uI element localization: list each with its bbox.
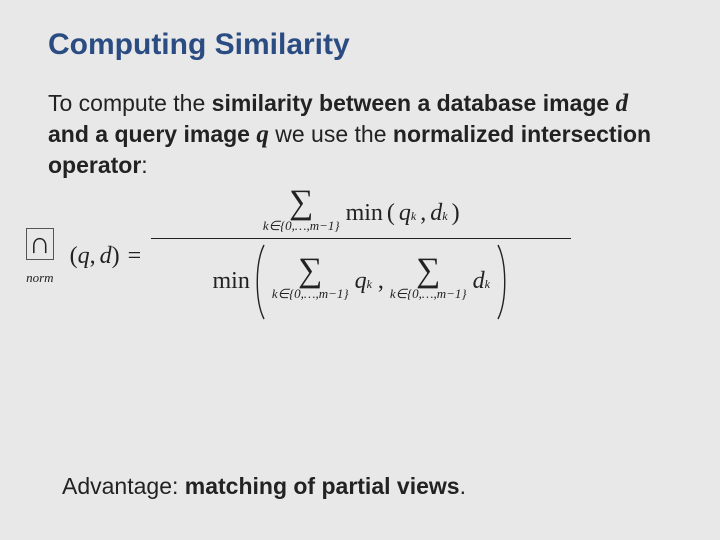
sum-sub: k∈{0,…,m−1} — [272, 286, 349, 302]
big-rparen-icon — [494, 243, 510, 321]
norm-sub: norm — [26, 270, 53, 286]
term-qk: qk — [399, 200, 416, 227]
body-text-plain: To compute the — [48, 90, 212, 116]
var-q: q — [256, 121, 269, 148]
sum-block: ∑ k∈{0,…,m−1} — [390, 261, 467, 301]
formula: ∩ norm ( q , d ) = ∑ k∈{0,…,m−1} min ( q… — [26, 193, 672, 320]
comma: , — [90, 243, 96, 270]
min-text: min — [213, 268, 250, 295]
min-text: min — [346, 200, 383, 227]
var-q: q — [78, 243, 90, 270]
body-text-plain: : — [141, 152, 147, 178]
cap-norm: ∩ norm — [26, 228, 54, 286]
cap-glyph: ∩ — [26, 228, 54, 260]
term-dk: dk — [473, 268, 490, 295]
lparen: ( — [70, 243, 78, 270]
formula-lhs: ∩ norm ( q , d ) = — [26, 228, 151, 286]
fraction-line — [151, 238, 571, 239]
denom-inner: ∑ k∈{0,…,m−1} qk , ∑ k∈{0,…,m−1} dk — [272, 261, 490, 301]
big-lparen-icon — [252, 243, 268, 321]
slide-title: Computing Similarity — [48, 28, 672, 62]
var-d: d — [100, 243, 112, 270]
advantage-pre: Advantage: — [62, 473, 185, 499]
comma: , — [420, 200, 426, 227]
rparen: ) — [112, 243, 120, 270]
advantage-line: Advantage: matching of partial views. — [62, 473, 466, 500]
body-paragraph: To compute the similarity between a data… — [48, 88, 672, 179]
denominator: min ∑ k∈{0,…,m−1} qk , ∑ k∈{0,…,m−1} — [213, 243, 510, 321]
sigma-icon: ∑ — [289, 193, 313, 213]
advantage-bold: matching of partial views — [185, 473, 460, 499]
rparen: ) — [452, 200, 460, 227]
slide: Computing Similarity To compute the simi… — [0, 0, 720, 540]
body-text-bold: and a query image — [48, 121, 256, 147]
sum-sub: k∈{0,…,m−1} — [263, 218, 340, 234]
body-text-plain: we use the — [269, 121, 393, 147]
body-text-bold: similarity between a database image — [212, 90, 616, 116]
sigma-icon: ∑ — [298, 261, 322, 281]
sum-sub: k∈{0,…,m−1} — [390, 286, 467, 302]
sum-block: ∑ k∈{0,…,m−1} — [263, 193, 340, 233]
term-dk: dk — [430, 200, 447, 227]
formula-fraction: ∑ k∈{0,…,m−1} min ( qk , dk ) min — [151, 193, 571, 320]
sigma-icon: ∑ — [416, 261, 440, 281]
term-qk: qk — [355, 268, 372, 295]
sum-block: ∑ k∈{0,…,m−1} — [272, 261, 349, 301]
var-d: d — [616, 90, 629, 117]
numerator: ∑ k∈{0,…,m−1} min ( qk , dk ) — [263, 193, 460, 233]
lparen: ( — [387, 200, 395, 227]
eq: = — [128, 243, 142, 270]
comma: , — [378, 268, 384, 295]
advantage-dot: . — [460, 473, 466, 499]
